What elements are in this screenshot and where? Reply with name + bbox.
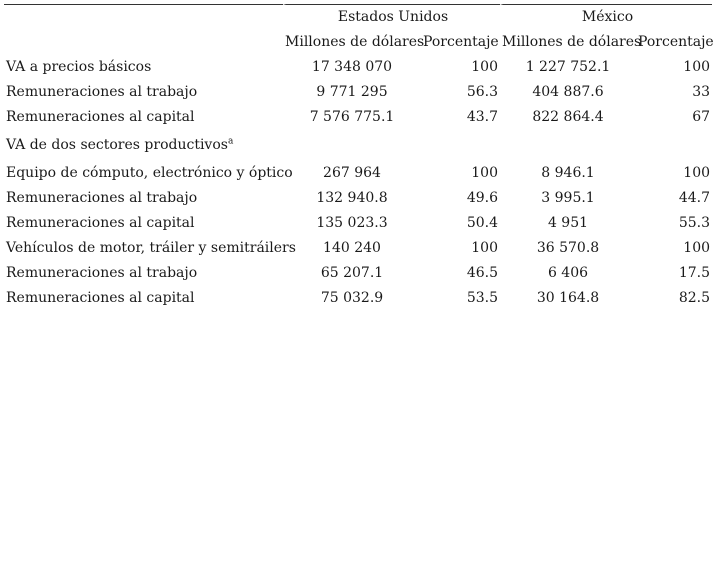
header-sub-blank (4, 30, 283, 55)
mx-millions-cell: 6 406 (547, 265, 589, 281)
us-millions-cell: 75 032.9 (320, 290, 384, 306)
header-group-row: Estados Unidos México (4, 4, 713, 30)
mx-millions-cell: 822 864.4 (532, 109, 604, 125)
header-us-percent: Porcentaje (423, 34, 499, 50)
us-millions-cell: 65 207.1 (320, 265, 384, 281)
us-millions-cell: 267 964 (323, 165, 381, 181)
mx-percent-cell: 100 (683, 165, 711, 181)
us-percent-cell: 56.3 (466, 84, 498, 100)
footnote-marker: a (227, 136, 234, 147)
us-millions-cell: 7 576 775.1 (309, 109, 395, 125)
mx-millions-cell: 3 995.1 (541, 190, 595, 206)
header-mx-millions: Millones de dólares (502, 34, 642, 50)
table-header: Estados Unidos México Millones de dólare… (4, 4, 714, 55)
row-label: Remuneraciones al trabajo (6, 190, 198, 206)
value-added-table-container: Estados Unidos México Millones de dólare… (4, 4, 714, 311)
mx-percent-cell: 100 (683, 59, 711, 75)
mx-millions-cell: 36 570.8 (536, 240, 600, 256)
us-percent-cell: 53.5 (466, 290, 498, 306)
mx-millions-cell: 4 951 (547, 215, 589, 231)
mx-percent-cell: 17.5 (678, 265, 711, 281)
row-label: Remuneraciones al capital (6, 109, 195, 125)
row-label: VA a precios básicos (6, 59, 152, 75)
header-group-mexico: México (500, 4, 713, 30)
row-label: Remuneraciones al capital (6, 215, 195, 231)
table-row: Remuneraciones al capital 75 032.9 53.5 … (4, 286, 712, 311)
mx-percent-cell: 82.5 (678, 290, 711, 306)
mx-millions-cell: 30 164.8 (536, 290, 600, 306)
row-label: Vehículos de motor, tráiler y semitráile… (6, 240, 296, 256)
us-millions-cell: 9 771 295 (316, 84, 388, 100)
row-label: Remuneraciones al capital (6, 290, 195, 306)
us-millions-cell: 132 940.8 (316, 190, 388, 206)
us-percent-cell: 100 (471, 240, 498, 256)
table-row: Remuneraciones al capital 7 576 775.1 43… (4, 105, 712, 130)
us-percent-cell: 100 (471, 165, 498, 181)
us-millions-cell: 17 348 070 (311, 59, 393, 75)
mx-percent-cell: 100 (683, 240, 711, 256)
table-row: Remuneraciones al trabajo 65 207.1 46.5 … (4, 261, 712, 286)
mx-percent-cell: 55.3 (678, 215, 711, 231)
table-row: Equipo de cómputo, electrónico y óptico … (4, 161, 712, 186)
table-row: Remuneraciones al trabajo 132 940.8 49.6… (4, 186, 712, 211)
header-blank-cell (4, 4, 283, 30)
mx-percent-cell: 33 (692, 84, 711, 100)
table-row: Remuneraciones al trabajo 9 771 295 56.3… (4, 80, 712, 105)
us-millions-cell: 140 240 (323, 240, 381, 256)
table-row: Vehículos de motor, tráiler y semitráile… (4, 236, 712, 261)
mx-percent-cell: 44.7 (678, 190, 711, 206)
section-heading-text: VA de dos sectores productivos (6, 137, 228, 153)
section-heading: VA de dos sectores productivosa (4, 130, 712, 161)
table-body: VA a precios básicos 17 348 070 100 1 22… (4, 55, 712, 311)
row-label: Equipo de cómputo, electrónico y óptico (6, 165, 293, 181)
us-percent-cell: 43.7 (466, 109, 498, 125)
header-mx-percent: Porcentaje (638, 34, 714, 50)
us-percent-cell: 50.4 (466, 215, 498, 231)
us-percent-cell: 100 (471, 59, 498, 75)
row-label: Remuneraciones al trabajo (6, 84, 198, 100)
header-us-millions: Millones de dólares (285, 34, 425, 50)
header-group-usa: Estados Unidos (283, 4, 500, 30)
table-row: Remuneraciones al capital 135 023.3 50.4… (4, 211, 712, 236)
mx-percent-cell: 67 (692, 109, 711, 125)
table-row: VA a precios básicos 17 348 070 100 1 22… (4, 55, 712, 80)
header-sub-row: Millones de dólares Porcentaje Millones … (4, 30, 714, 55)
us-percent-cell: 49.6 (466, 190, 498, 206)
mx-millions-cell: 8 946.1 (541, 165, 595, 181)
mx-millions-cell: 404 887.6 (532, 84, 604, 100)
row-label: Remuneraciones al trabajo (6, 265, 198, 281)
section-heading-row: VA de dos sectores productivosa (4, 130, 712, 161)
value-added-table: Estados Unidos México Millones de dólare… (4, 4, 714, 311)
us-millions-cell: 135 023.3 (316, 215, 388, 231)
us-percent-cell: 46.5 (466, 265, 498, 281)
mx-millions-cell: 1 227 752.1 (525, 59, 611, 75)
